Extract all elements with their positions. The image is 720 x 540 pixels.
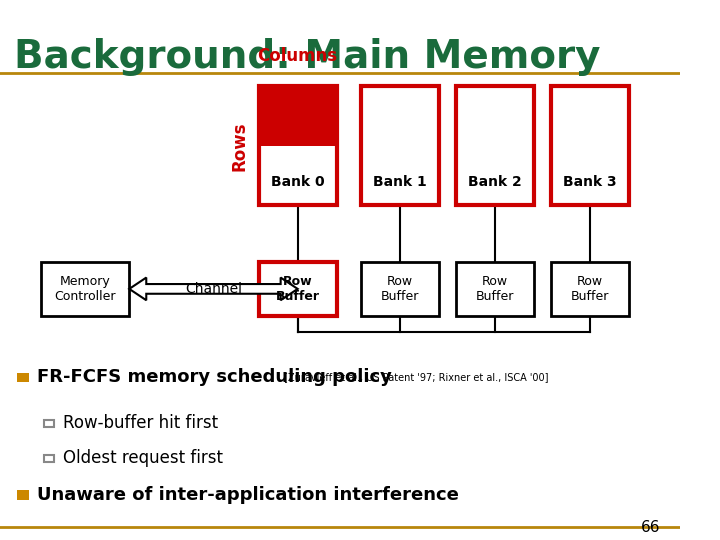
FancyBboxPatch shape bbox=[258, 86, 337, 205]
Text: Bank 2: Bank 2 bbox=[468, 175, 522, 189]
Text: Unaware of inter-application interference: Unaware of inter-application interferenc… bbox=[37, 486, 459, 504]
FancyBboxPatch shape bbox=[258, 146, 337, 205]
Text: [Zuravleff et al., US Patent '97; Rixner et al., ISCA '00]: [Zuravleff et al., US Patent '97; Rixner… bbox=[281, 373, 549, 382]
FancyBboxPatch shape bbox=[258, 262, 337, 316]
Text: FR-FCFS memory scheduling policy: FR-FCFS memory scheduling policy bbox=[37, 368, 392, 387]
Text: Memory
Controller: Memory Controller bbox=[54, 275, 116, 303]
FancyBboxPatch shape bbox=[456, 86, 534, 205]
Text: Rows: Rows bbox=[230, 121, 248, 171]
Text: Row
Buffer: Row Buffer bbox=[571, 275, 609, 303]
FancyBboxPatch shape bbox=[551, 86, 629, 205]
FancyBboxPatch shape bbox=[551, 262, 629, 316]
Text: Bank 1: Bank 1 bbox=[373, 175, 426, 189]
Bar bbox=[17, 490, 30, 500]
Text: Row
Buffer: Row Buffer bbox=[380, 275, 419, 303]
Text: Background: Main Memory: Background: Main Memory bbox=[14, 38, 600, 76]
Bar bbox=[17, 373, 30, 382]
Text: Row
Buffer: Row Buffer bbox=[276, 275, 320, 303]
Text: Oldest request first: Oldest request first bbox=[63, 449, 223, 468]
FancyBboxPatch shape bbox=[361, 86, 438, 205]
Bar bbox=[44, 455, 54, 462]
Text: Bank 3: Bank 3 bbox=[563, 175, 617, 189]
Bar bbox=[44, 420, 54, 427]
Text: Row-buffer hit first: Row-buffer hit first bbox=[63, 414, 218, 433]
Text: 66: 66 bbox=[640, 519, 660, 535]
FancyBboxPatch shape bbox=[361, 262, 438, 316]
Text: Row
Buffer: Row Buffer bbox=[476, 275, 514, 303]
FancyBboxPatch shape bbox=[41, 262, 130, 316]
Text: Columns: Columns bbox=[258, 47, 338, 65]
Text: Bank 0: Bank 0 bbox=[271, 175, 325, 189]
Polygon shape bbox=[130, 278, 297, 300]
FancyBboxPatch shape bbox=[456, 262, 534, 316]
Text: Channel: Channel bbox=[185, 282, 242, 296]
